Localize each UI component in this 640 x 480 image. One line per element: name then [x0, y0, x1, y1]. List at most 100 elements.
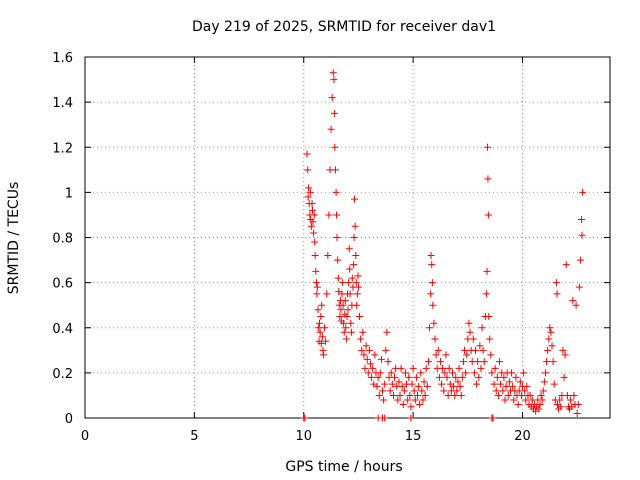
data-point — [492, 387, 500, 395]
data-point — [424, 358, 432, 366]
data-point — [331, 166, 339, 174]
data-point — [434, 346, 442, 354]
data-point — [328, 94, 336, 102]
data-point — [440, 387, 448, 395]
data-point — [560, 373, 568, 381]
data-point — [463, 351, 471, 359]
grid-lines — [85, 57, 610, 418]
data-point — [499, 387, 507, 395]
data-point — [365, 346, 373, 354]
data-point — [333, 234, 341, 241]
data-points — [300, 69, 587, 422]
data-point — [317, 340, 325, 348]
data-point — [340, 328, 348, 336]
data-point — [429, 301, 437, 309]
data-point — [478, 324, 486, 332]
data-point — [348, 274, 356, 282]
x-tick-label: 5 — [190, 429, 198, 444]
data-point — [388, 380, 396, 388]
data-point — [361, 364, 369, 372]
data-point — [345, 245, 353, 253]
data-point — [546, 324, 554, 332]
data-point — [578, 231, 586, 239]
data-point — [465, 319, 473, 327]
y-tick-label: 1.6 — [52, 51, 73, 66]
data-point — [417, 369, 425, 377]
data-point — [387, 369, 395, 377]
data-point — [396, 391, 404, 399]
x-tick-label: 15 — [405, 429, 422, 444]
data-point — [516, 378, 524, 386]
data-point — [423, 382, 431, 390]
data-point — [375, 391, 383, 399]
data-point — [450, 382, 458, 390]
data-point — [332, 188, 340, 196]
data-point — [537, 391, 545, 399]
data-point — [497, 380, 505, 388]
data-point — [455, 364, 463, 372]
data-point — [330, 76, 338, 84]
data-point — [479, 346, 487, 354]
data-point — [476, 342, 484, 350]
data-point — [304, 193, 312, 201]
data-point — [351, 195, 358, 203]
data-point — [323, 290, 331, 298]
data-point — [315, 324, 323, 332]
data-point — [484, 211, 492, 219]
data-point — [552, 279, 560, 287]
data-point — [419, 396, 427, 404]
x-tick-label: 20 — [514, 429, 531, 444]
data-point — [430, 319, 438, 327]
data-point — [488, 369, 496, 377]
data-point — [484, 143, 491, 151]
data-point — [414, 391, 421, 399]
data-point — [336, 312, 344, 320]
data-point — [350, 261, 358, 269]
data-point — [458, 373, 466, 381]
x-tick-label: 10 — [295, 429, 312, 444]
data-point — [475, 373, 483, 381]
data-point — [304, 166, 312, 174]
data-point — [380, 396, 388, 404]
data-point — [421, 391, 429, 399]
data-point — [345, 279, 353, 287]
data-point — [311, 252, 319, 260]
data-point — [471, 346, 479, 354]
data-point — [305, 184, 313, 192]
data-point — [457, 391, 465, 399]
data-point — [509, 382, 517, 390]
data-point — [444, 391, 452, 399]
data-point — [512, 373, 520, 381]
data-point — [520, 369, 528, 377]
data-point — [401, 369, 409, 377]
data-point — [386, 387, 394, 395]
data-point — [416, 400, 424, 408]
data-point — [480, 358, 488, 366]
plot-area-frame — [84, 56, 611, 419]
data-point — [381, 380, 389, 388]
data-point — [399, 400, 407, 408]
data-point — [418, 387, 426, 395]
data-point — [483, 267, 491, 275]
data-point — [329, 69, 337, 77]
data-point — [309, 206, 316, 214]
data-point — [374, 414, 382, 422]
data-point — [570, 391, 578, 399]
data-point — [301, 414, 309, 422]
data-point — [357, 335, 365, 343]
data-point — [313, 283, 321, 291]
data-point — [431, 335, 439, 343]
data-point — [514, 400, 522, 408]
data-point — [474, 358, 482, 366]
data-point — [364, 369, 372, 377]
data-point — [488, 414, 496, 422]
data-point — [459, 358, 467, 366]
data-point — [352, 279, 360, 287]
data-point — [435, 373, 443, 381]
data-point — [569, 297, 577, 305]
data-point — [557, 403, 565, 411]
data-point — [312, 267, 320, 275]
data-point — [310, 211, 318, 219]
data-point — [422, 364, 430, 372]
data-point — [574, 400, 582, 408]
